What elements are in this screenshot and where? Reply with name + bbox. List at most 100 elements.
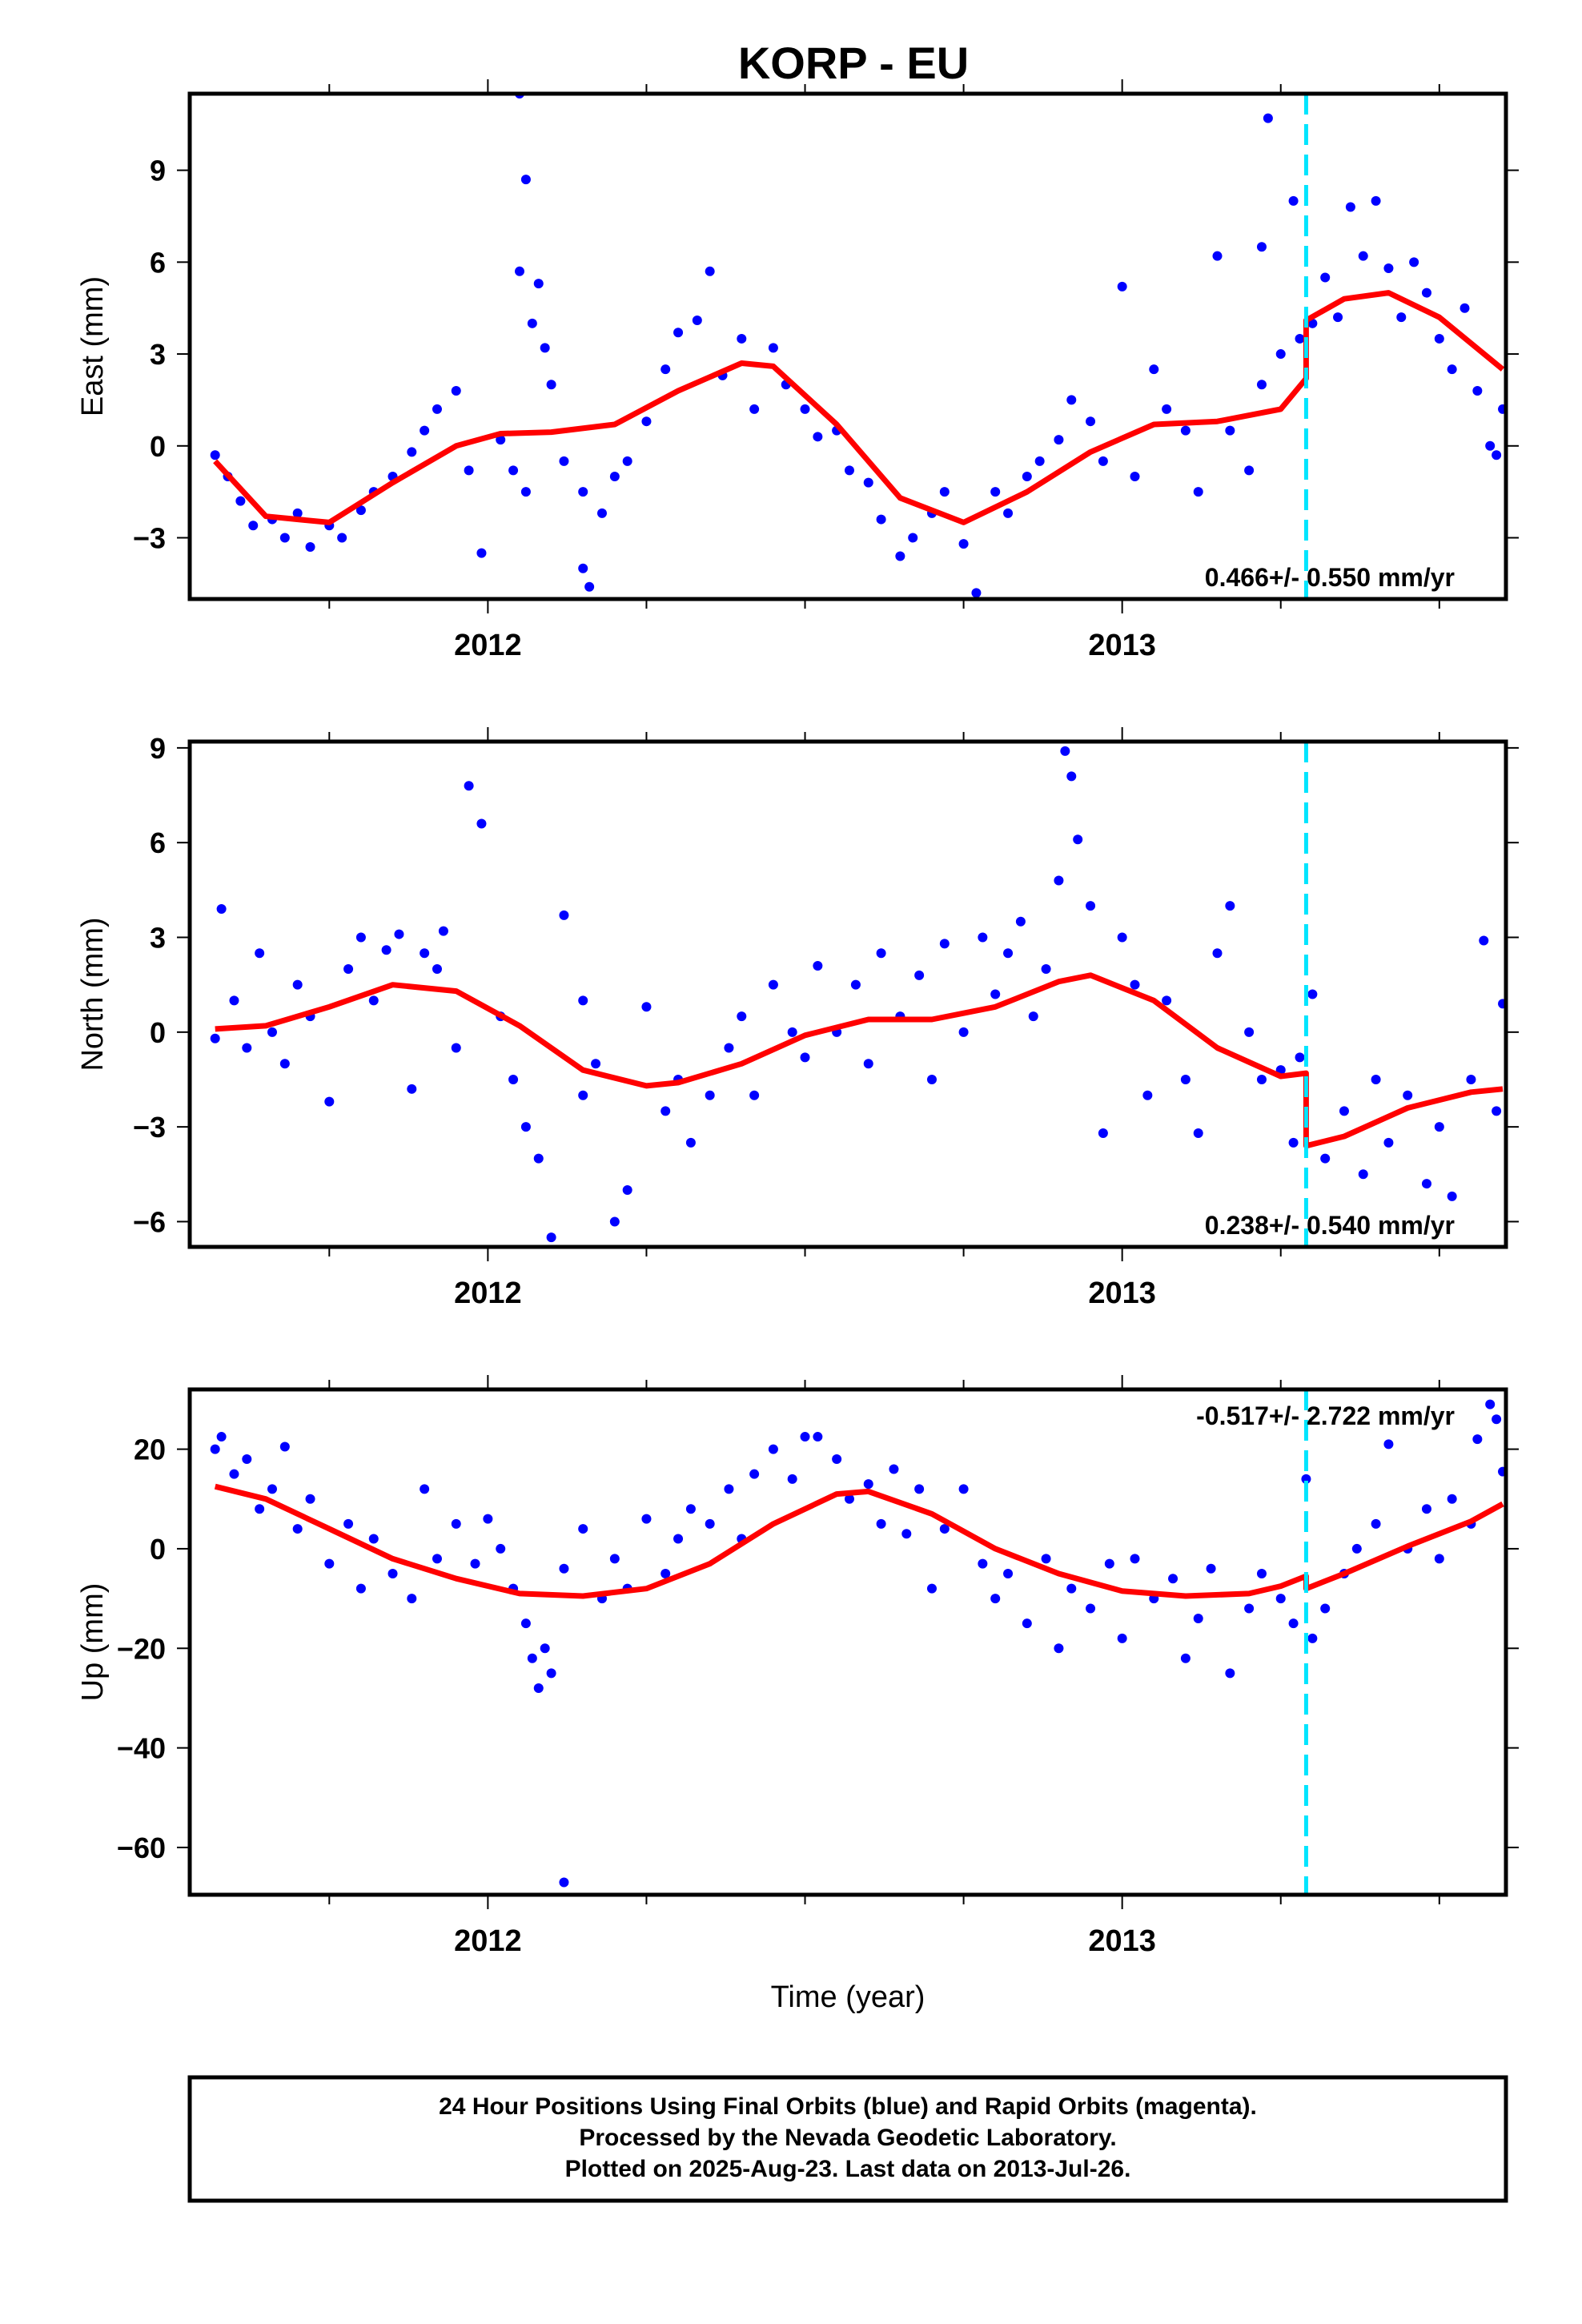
data-point xyxy=(533,1153,544,1164)
data-point xyxy=(387,1569,398,1579)
data-point xyxy=(978,932,988,943)
data-point xyxy=(844,465,854,476)
plot-area xyxy=(210,742,1506,1247)
plot-area xyxy=(210,1389,1506,1895)
data-point xyxy=(749,1469,760,1479)
data-point xyxy=(248,521,259,531)
y-tick-label: −40 xyxy=(117,1732,166,1765)
data-point xyxy=(1256,242,1267,252)
data-point xyxy=(255,948,265,959)
data-point xyxy=(1371,1518,1381,1529)
x-tick-label: 2013 xyxy=(1088,629,1156,662)
north-panel: −6 −3 0 3 6 9 2012 2013 0.238+/- 0.540 mm/yr Nort… xyxy=(76,727,1519,1310)
data-point xyxy=(1492,1106,1502,1116)
y-tick-label: −6 xyxy=(133,1205,166,1238)
tick-marks xyxy=(177,79,1519,613)
data-point xyxy=(692,315,702,325)
data-point xyxy=(355,505,366,516)
y-tick-label: 3 xyxy=(150,922,166,955)
data-point xyxy=(279,1059,290,1069)
data-point xyxy=(1034,456,1045,466)
data-point xyxy=(546,380,556,390)
data-point xyxy=(267,1027,277,1037)
data-point xyxy=(407,1084,417,1094)
data-point xyxy=(1371,1074,1381,1084)
data-point xyxy=(216,1432,227,1442)
y-tick-label: 9 xyxy=(150,155,166,187)
y-axis-label: North (mm) xyxy=(76,917,110,1071)
tick-marks xyxy=(177,727,1519,1261)
data-point xyxy=(292,1524,303,1534)
data-point xyxy=(876,948,886,959)
data-point xyxy=(1351,1543,1362,1554)
data-point xyxy=(673,328,684,338)
data-point xyxy=(1054,875,1064,886)
data-point xyxy=(584,581,595,592)
data-point xyxy=(990,487,1001,497)
data-point xyxy=(1403,1090,1413,1100)
data-point xyxy=(908,533,918,543)
data-point xyxy=(559,910,569,920)
data-point xyxy=(343,1518,354,1529)
data-point xyxy=(210,450,220,460)
data-point xyxy=(1180,1074,1191,1084)
data-point xyxy=(813,432,823,442)
data-point xyxy=(1492,1414,1502,1425)
y-axis-label: Up (mm) xyxy=(76,1583,110,1702)
data-point xyxy=(305,1494,315,1504)
plot-frame xyxy=(187,1387,1508,1897)
data-point xyxy=(1117,1633,1127,1643)
data-point xyxy=(1275,349,1286,360)
data-point xyxy=(926,1583,937,1594)
data-point xyxy=(1066,1583,1077,1594)
data-point xyxy=(1041,963,1051,974)
data-point xyxy=(1225,1668,1235,1679)
data-point xyxy=(1022,1618,1032,1629)
x-axis-label: Time (year) xyxy=(771,1980,926,2014)
data-point xyxy=(394,929,404,939)
data-point xyxy=(1320,272,1331,283)
data-point xyxy=(685,1504,696,1514)
data-point xyxy=(210,1444,220,1454)
data-point xyxy=(768,343,778,353)
data-point xyxy=(540,1643,550,1654)
data-point xyxy=(1256,380,1267,390)
y-tick-label: 20 xyxy=(134,1433,166,1466)
data-point xyxy=(343,963,354,974)
data-point xyxy=(407,447,417,457)
data-point xyxy=(609,472,620,482)
data-point xyxy=(279,1441,290,1452)
data-point xyxy=(1060,746,1070,756)
data-point xyxy=(813,1432,823,1442)
data-point xyxy=(813,961,823,971)
data-point xyxy=(546,1232,556,1243)
data-point xyxy=(641,1002,652,1012)
data-point xyxy=(939,939,950,949)
plot-frame xyxy=(187,91,1508,601)
data-point xyxy=(432,404,442,414)
data-point xyxy=(1244,1027,1255,1037)
data-point xyxy=(1180,425,1191,436)
data-point xyxy=(368,1534,379,1544)
y-tick-label: 3 xyxy=(150,338,166,371)
data-point xyxy=(1003,1569,1014,1579)
data-point xyxy=(958,1027,969,1037)
footer-frame xyxy=(187,2075,1508,2203)
data-point xyxy=(520,487,531,497)
data-point xyxy=(355,1583,366,1594)
data-point xyxy=(1421,1504,1431,1514)
data-point xyxy=(540,343,550,353)
data-point xyxy=(242,1043,252,1053)
y-axis-label: East (mm) xyxy=(76,276,110,416)
data-point xyxy=(1066,395,1077,405)
data-point xyxy=(1492,450,1502,460)
data-point xyxy=(1383,263,1394,273)
y-tick-label: 6 xyxy=(150,826,166,859)
data-point xyxy=(889,1464,899,1474)
data-point xyxy=(1142,1090,1153,1100)
data-point xyxy=(1225,901,1235,911)
data-point xyxy=(355,932,366,943)
data-point xyxy=(901,1529,912,1539)
data-point xyxy=(768,979,778,990)
data-point xyxy=(1130,1554,1140,1564)
